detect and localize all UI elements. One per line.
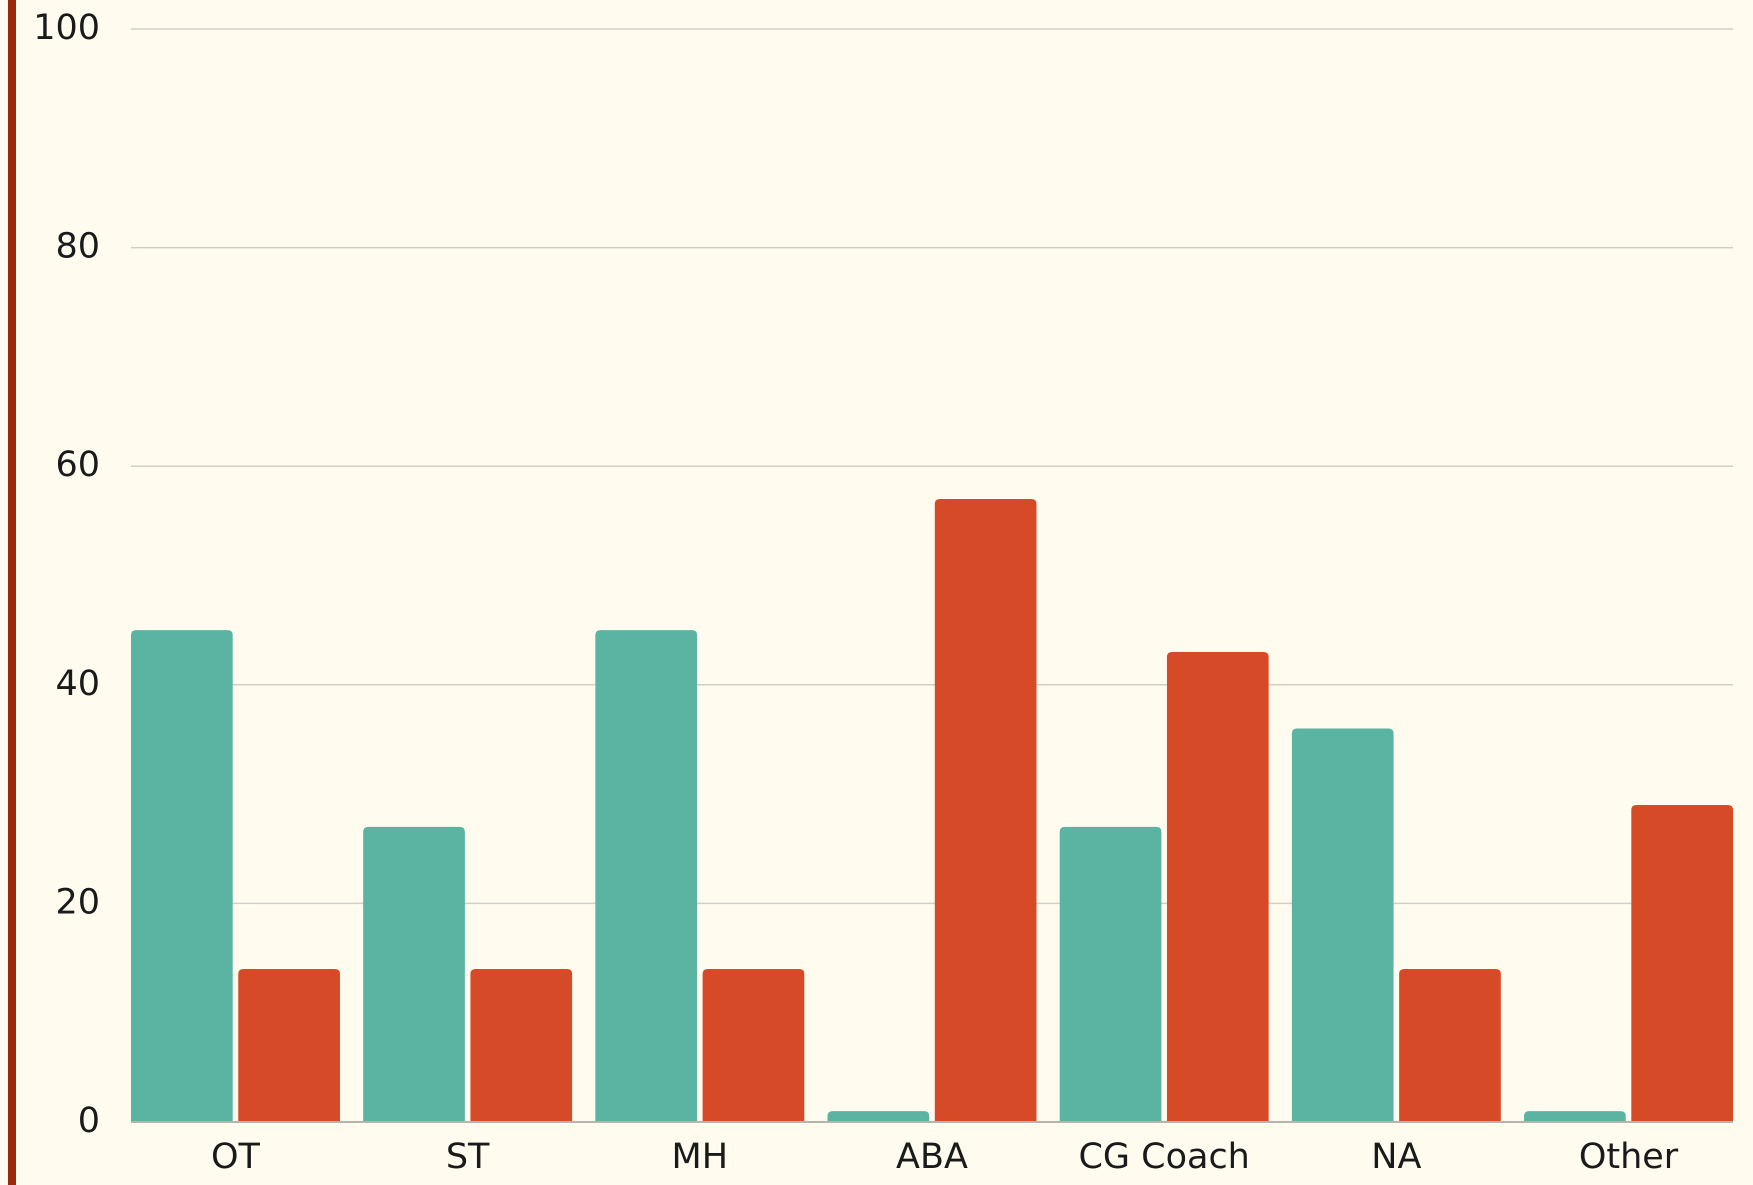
bar [131,630,233,1122]
x-tick-label: NA [1371,1137,1421,1177]
y-tick-label: 100 [33,8,100,48]
bar [238,968,340,1122]
left-border [8,0,16,1185]
x-tick-label: OT [211,1137,261,1177]
y-tick-label: 80 [55,227,100,267]
x-tick-label: ABA [896,1137,968,1177]
bar [1399,968,1501,1122]
x-tick-label: Other [1579,1137,1679,1177]
bar [363,826,465,1122]
x-tick-label: ST [446,1137,490,1177]
bar [1524,1111,1626,1122]
bar [827,1111,930,1122]
y-tick-label: 0 [78,1101,100,1141]
y-tick-label: 40 [55,664,100,704]
bar [1166,652,1269,1122]
x-tick-label: CG Coach [1078,1137,1249,1177]
bar [934,498,1037,1122]
y-tick-label: 20 [55,882,100,922]
bar [702,968,805,1122]
bar [1059,826,1162,1122]
bar [1291,728,1394,1122]
bar [470,968,573,1122]
bar [1631,805,1733,1122]
y-tick-label: 60 [55,445,100,485]
x-tick-label: MH [672,1137,729,1177]
bar [595,630,698,1122]
